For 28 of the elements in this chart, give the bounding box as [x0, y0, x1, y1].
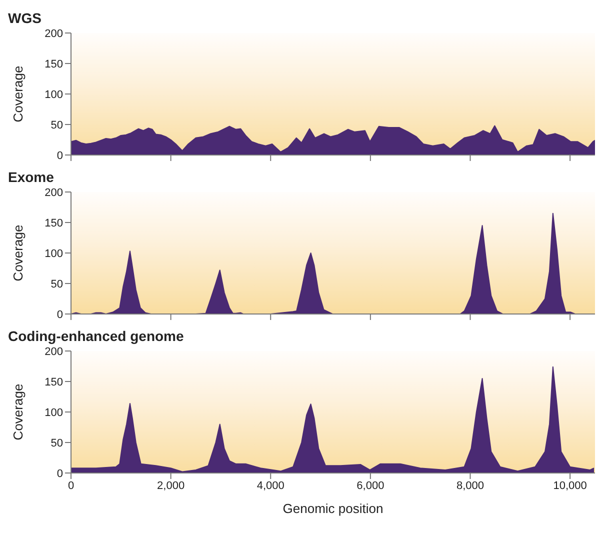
y-tick-label: 150 — [44, 58, 63, 70]
y-tick-label: 50 — [50, 119, 63, 132]
y-tick-label: 100 — [44, 88, 63, 101]
y-tick-label: 200 — [44, 28, 63, 40]
x-tick-label: 8,000 — [456, 480, 484, 492]
x-tick-label: 10,000 — [553, 480, 587, 492]
chart-title: Exome — [8, 168, 55, 187]
y-tick-label: 100 — [44, 406, 63, 419]
y-tick-label: 0 — [56, 150, 63, 162]
y-axis-title: Coverage — [10, 66, 26, 122]
y-tick-label: 50 — [50, 437, 63, 450]
y-tick-label: 200 — [44, 346, 63, 358]
x-tick-label: 0 — [68, 480, 74, 492]
x-tick-label: 6,000 — [356, 480, 384, 492]
x-tick-label: 2,000 — [157, 480, 185, 492]
y-axis-title: Coverage — [10, 224, 26, 282]
y-tick-label: 150 — [44, 376, 63, 388]
x-axis-title: Genomic position — [282, 501, 384, 516]
y-tick-label: 200 — [44, 186, 63, 199]
chart-title: Coding-enhanced genome — [8, 327, 185, 346]
chart-title: WGS — [8, 9, 42, 28]
x-tick-label: 4,000 — [256, 480, 284, 492]
y-tick-label: 50 — [50, 278, 63, 290]
y-tick-label: 100 — [44, 248, 63, 260]
y-tick-label: 0 — [56, 468, 63, 480]
y-tick-label: 150 — [44, 217, 63, 230]
y-axis-title: Coverage — [10, 384, 26, 440]
y-tick-label: 0 — [56, 308, 63, 321]
